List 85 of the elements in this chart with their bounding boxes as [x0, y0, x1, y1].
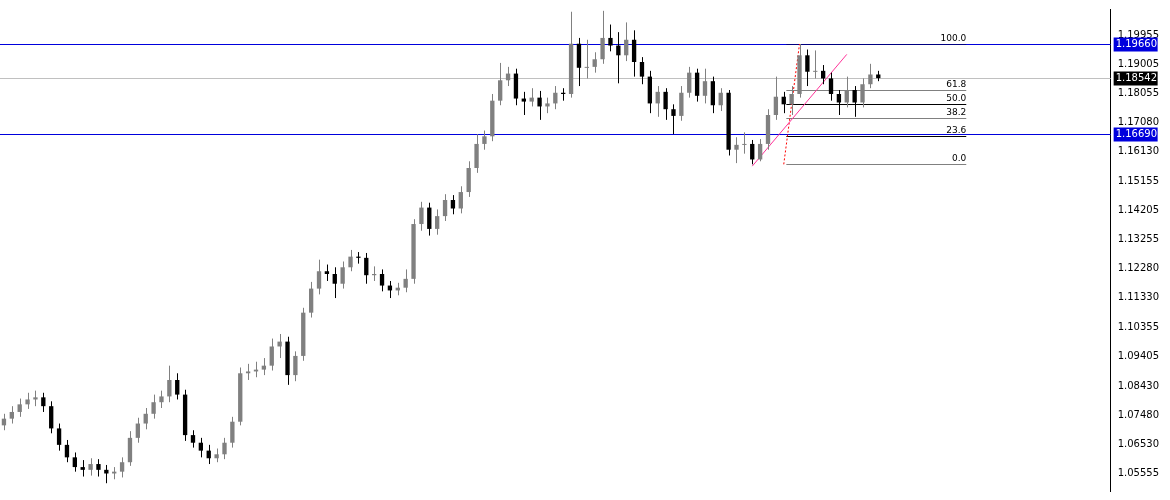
candlestick [600, 10, 605, 65]
candlestick [435, 208, 440, 236]
candlestick [687, 66, 692, 99]
candlestick [198, 437, 204, 458]
candlestick [340, 261, 345, 290]
candlestick [49, 400, 54, 434]
candlestick [151, 394, 156, 420]
candlestick [631, 29, 637, 78]
candlestick [757, 138, 763, 162]
candlestick [498, 62, 503, 106]
annotation: 38.2 [946, 107, 967, 118]
candlestick [521, 91, 526, 116]
candlestick [828, 72, 834, 102]
candlestick [750, 139, 755, 165]
candlestick [639, 56, 645, 85]
candlestick [293, 350, 298, 382]
candlestick [119, 456, 125, 478]
candlestick [616, 31, 621, 84]
ref-line-label: 1.19660 [1115, 38, 1158, 50]
y-tick-label: 1.14205 [1117, 203, 1160, 215]
candlestick [135, 417, 141, 444]
candlestick [813, 49, 818, 79]
y-tick-label: 1.08430 [1117, 379, 1160, 391]
candlestick [72, 451, 77, 473]
y-tick-label: 1.19005 [1117, 57, 1160, 69]
candlestick [419, 201, 424, 232]
y-tick-label: 1.16130 [1117, 145, 1160, 157]
candlestick [458, 185, 463, 214]
annotation: 0.0 [951, 153, 967, 164]
candlestick [143, 407, 148, 430]
y-tick-label: 1.13255 [1117, 232, 1160, 244]
candlestick [356, 251, 361, 265]
candlestick [529, 87, 534, 107]
y-tick-label: 1.06530 [1117, 437, 1160, 449]
candlestick [442, 193, 448, 222]
candlestick [348, 249, 353, 272]
candlestick [868, 63, 873, 89]
y-tick-label: 1.12280 [1117, 262, 1160, 274]
annotation: 23.6 [946, 124, 967, 135]
candlestick [56, 423, 62, 452]
y-tick-label: 1.05555 [1117, 467, 1160, 479]
candlestick [222, 437, 227, 460]
candlestick [742, 131, 747, 155]
ref-line-label: 1.18542 [1115, 72, 1158, 84]
candlestick [624, 21, 629, 62]
y-tick-label: 1.11330 [1117, 291, 1160, 303]
candlestick [403, 268, 408, 293]
candlestick [175, 372, 180, 400]
candlestick [592, 51, 597, 74]
y-tick-label: 1.17080 [1117, 116, 1160, 128]
candlestick [663, 87, 668, 121]
annotation: 61.8 [946, 78, 967, 89]
y-tick-label: 1.10355 [1117, 321, 1160, 333]
candlestick [332, 266, 337, 299]
ref-line-label: 1.16690 [1115, 128, 1158, 140]
candlestick [694, 68, 700, 103]
candlestick [679, 85, 684, 122]
candlestick [805, 49, 810, 87]
candlestick [671, 103, 676, 135]
y-tick-label: 1.07480 [1117, 408, 1160, 420]
candlestick [584, 39, 589, 79]
y-tick-label: 1.19955 [1117, 28, 1160, 40]
candlestick [316, 259, 322, 295]
annotation: 50.0 [946, 92, 967, 103]
candlestick [702, 68, 708, 104]
candlestick [773, 76, 779, 121]
candlestick [41, 392, 46, 413]
y-tick-label: 1.09405 [1117, 349, 1160, 361]
candlestick [230, 416, 235, 449]
candlestick [608, 24, 613, 52]
candlestick [364, 252, 369, 285]
candlestick [734, 136, 739, 164]
candlestick [104, 464, 109, 484]
candlestick [277, 333, 282, 359]
y-tick-label: 1.18055 [1117, 86, 1160, 98]
candlestick [482, 130, 487, 151]
candlestick [450, 194, 456, 215]
y-tick-label: 1.15155 [1117, 174, 1160, 186]
candlestick [379, 268, 385, 292]
annotation: 100.0 [940, 32, 967, 43]
candlestick [269, 338, 274, 372]
candlestick [537, 90, 542, 121]
candlestick [427, 202, 432, 237]
candlestick [167, 365, 172, 403]
candlestick [17, 398, 22, 418]
